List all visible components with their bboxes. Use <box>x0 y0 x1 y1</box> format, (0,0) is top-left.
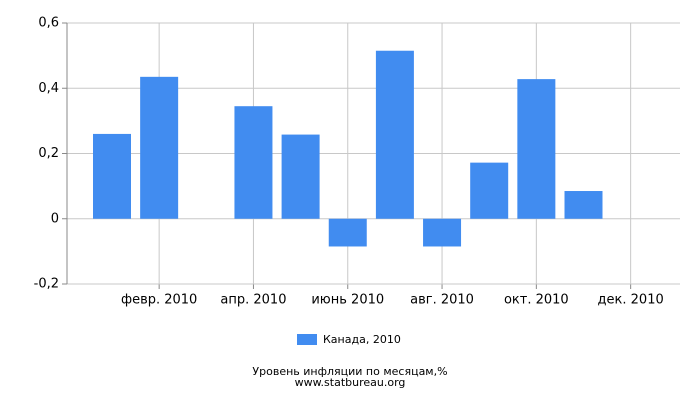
bar <box>140 76 179 219</box>
bar <box>93 133 131 219</box>
bar <box>423 218 462 247</box>
bar <box>281 134 320 219</box>
bar <box>517 79 556 219</box>
legend-swatch <box>297 334 317 345</box>
legend-label: Канада, 2010 <box>323 333 401 346</box>
bar <box>375 50 414 219</box>
y-tick-label: 0,2 <box>38 146 59 161</box>
x-tick-label: июнь 2010 <box>311 293 384 308</box>
x-tick-label: февр. 2010 <box>121 293 197 308</box>
bar <box>470 162 509 219</box>
x-tick-label: апр. 2010 <box>220 293 286 308</box>
source: www.statbureau.org <box>295 376 406 389</box>
x-tick-label: авг. 2010 <box>410 293 474 308</box>
y-tick-label: 0 <box>51 211 59 226</box>
y-tick-label: -0,2 <box>34 277 59 292</box>
chart-title: Уровень инфляции по месяцам,% <box>252 365 447 378</box>
bar <box>234 106 273 219</box>
x-tick-label: окт. 2010 <box>504 293 569 308</box>
y-tick-label: 0,6 <box>38 16 59 31</box>
x-tick-label: дек. 2010 <box>598 293 664 308</box>
bar <box>564 191 603 219</box>
y-tick-label: 0,4 <box>38 81 59 96</box>
bar <box>328 218 367 247</box>
